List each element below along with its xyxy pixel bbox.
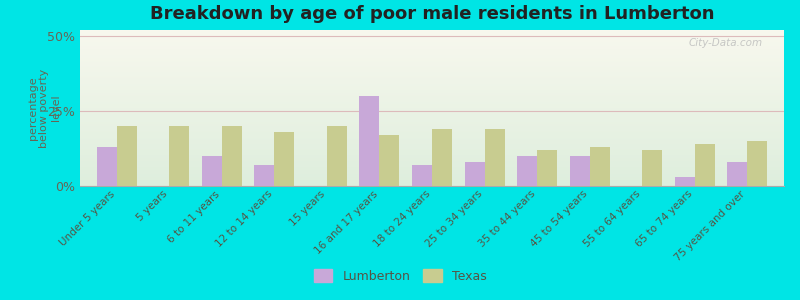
Bar [327, 126, 347, 186]
Bar [97, 147, 117, 186]
Bar [465, 162, 485, 186]
Legend: Lumberton, Texas: Lumberton, Texas [309, 264, 491, 288]
Bar [254, 165, 274, 186]
Bar [570, 156, 590, 186]
Bar [170, 126, 190, 186]
Text: City-Data.com: City-Data.com [689, 38, 763, 48]
Bar [222, 126, 242, 186]
Bar [432, 129, 452, 186]
Y-axis label: percentage
below poverty
level: percentage below poverty level [28, 68, 61, 148]
Bar [359, 96, 379, 186]
Bar [485, 129, 505, 186]
Bar [694, 144, 714, 186]
Bar [674, 177, 694, 186]
Bar [642, 150, 662, 186]
Bar [590, 147, 610, 186]
Bar [412, 165, 432, 186]
Bar [379, 135, 399, 186]
Bar [537, 150, 557, 186]
Title: Breakdown by age of poor male residents in Lumberton: Breakdown by age of poor male residents … [150, 5, 714, 23]
Bar [517, 156, 537, 186]
Bar [117, 126, 137, 186]
Bar [274, 132, 294, 186]
Bar [727, 162, 747, 186]
Bar [202, 156, 222, 186]
Bar [747, 141, 767, 186]
